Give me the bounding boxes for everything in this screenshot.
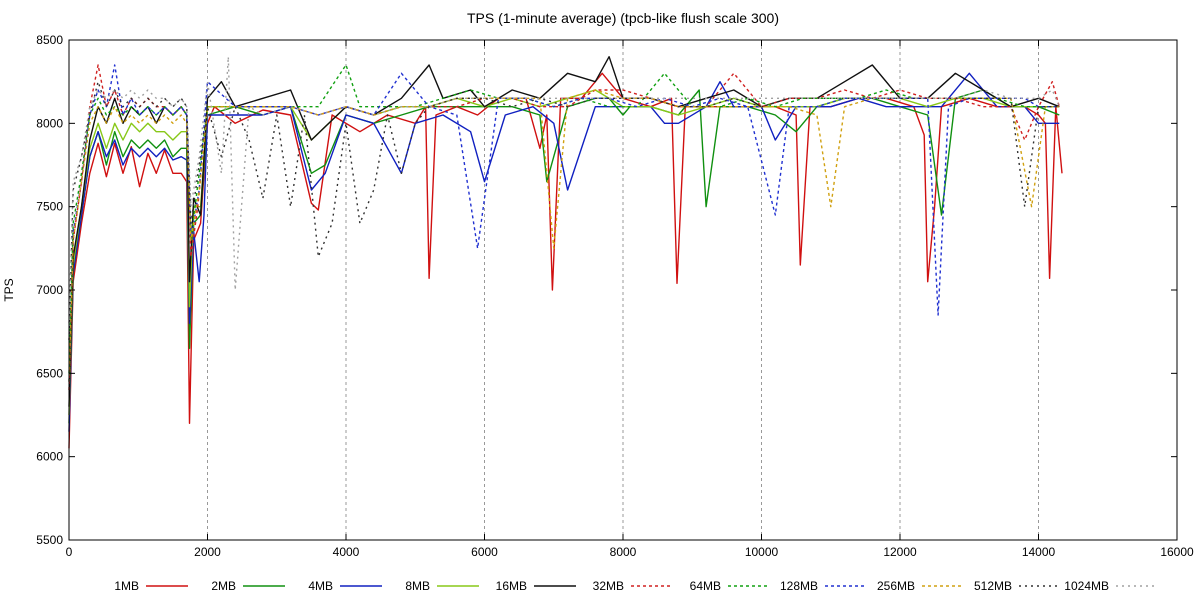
series-line-1024MB (68, 56, 1060, 324)
x-tick-label-8000: 8000 (610, 545, 637, 559)
x-tick-label-0: 0 (66, 545, 73, 559)
series-line-4MB (68, 72, 1060, 432)
series-line-32MB (68, 64, 1060, 391)
x-tick-label-16000: 16000 (1160, 545, 1194, 559)
series-line-2MB (68, 89, 1060, 424)
y-tick-label-5500: 5500 (36, 533, 63, 547)
series-lines (68, 56, 1063, 449)
legend-label-256MB: 256MB (877, 579, 915, 593)
x-tick-label-2000: 2000 (194, 545, 221, 559)
series-line-8MB (68, 89, 1060, 416)
legend-label-512MB: 512MB (974, 579, 1012, 593)
series-line-64MB (68, 64, 1053, 374)
legend-label-1024MB: 1024MB (1064, 579, 1109, 593)
legend-label-4MB: 4MB (308, 579, 333, 593)
y-axis-ticks: 5500 6000 6500 7000 7500 8000 8500 (36, 33, 1177, 547)
x-axis-ticks: 0 2000 4000 6000 8000 10000 12000 14000 16000 (66, 40, 1194, 559)
legend-label-2MB: 2MB (211, 579, 236, 593)
x-tick-label-14000: 14000 (1022, 545, 1056, 559)
y-tick-label-8500: 8500 (36, 33, 63, 47)
series-line-16MB (68, 56, 1060, 407)
legend-label-64MB: 64MB (690, 579, 721, 593)
y-tick-label-6000: 6000 (36, 450, 63, 464)
series-line-1MB (68, 72, 1063, 449)
grid-lines (207, 40, 1039, 540)
legend-label-16MB: 16MB (496, 579, 527, 593)
legend-label-8MB: 8MB (405, 579, 430, 593)
x-tick-label-4000: 4000 (333, 545, 360, 559)
chart-title: TPS (1-minute average) (tpcb-like flush … (467, 10, 779, 26)
series-line-256MB (68, 89, 1060, 382)
y-tick-label-7000: 7000 (36, 283, 63, 297)
legend-label-32MB: 32MB (593, 579, 624, 593)
y-tick-label-8000: 8000 (36, 116, 63, 130)
y-axis-label: TPS (2, 278, 16, 301)
x-tick-label-6000: 6000 (471, 545, 498, 559)
legend: 1MB 2MB 4MB 8MB 16MB 32MB 64MB 128MB 256MB 512MB 1… (114, 579, 1158, 593)
y-tick-label-7500: 7500 (36, 200, 63, 214)
legend-label-128MB: 128MB (780, 579, 818, 593)
x-tick-label-10000: 10000 (745, 545, 779, 559)
x-tick-label-12000: 12000 (883, 545, 917, 559)
y-tick-label-6500: 6500 (36, 366, 63, 380)
legend-label-1MB: 1MB (114, 579, 139, 593)
